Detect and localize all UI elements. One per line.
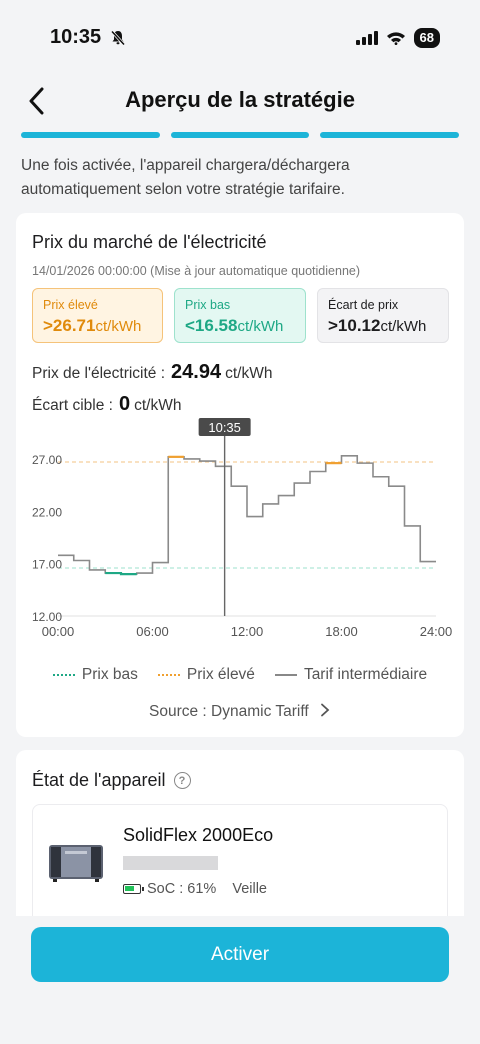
chevron-right-icon: [321, 703, 330, 717]
wifi-icon: [386, 32, 405, 45]
y-tick-label: 12.00: [32, 610, 62, 624]
bottom-bar: Activer: [0, 916, 480, 1044]
x-tick-label: 18:00: [325, 624, 358, 639]
low-price-box: Prix bas <16.58ct/kWh: [174, 288, 306, 343]
battery-indicator: 68: [413, 28, 440, 48]
market-title: Prix du marché de l'électricité: [32, 232, 267, 252]
device-soc: SoC : 61%: [147, 881, 217, 897]
current-price-unit: ct/kWh: [225, 365, 273, 382]
device-section-title: État de l'appareil ?: [32, 770, 191, 791]
device-item[interactable]: SolidFlex 2000Eco SoC : 61% Veille: [32, 804, 448, 934]
market-price-card: Prix du marché de l'électricité 14/01/20…: [16, 213, 464, 737]
device-image: [49, 845, 103, 882]
target-spread-unit: ct/kWh: [134, 397, 182, 414]
target-spread-label: Écart cible :: [32, 397, 113, 414]
legend-mid: Tarif intermédiaire: [274, 666, 427, 684]
signal-icon: [355, 31, 378, 45]
legend-high: Prix élevé: [157, 666, 255, 684]
current-time-badge: [198, 418, 251, 436]
device-status: SoC : 61% Veille: [123, 881, 267, 897]
high-price-value: >26.71ct/kWh: [43, 316, 142, 335]
step-3-indicator: [320, 132, 460, 138]
x-tick-label: 12:00: [231, 624, 264, 639]
target-spread-value: 0: [118, 393, 131, 415]
current-time-label: 10:35: [208, 420, 241, 435]
nav-bar: Aperçu de la stratégie: [0, 78, 480, 124]
market-date: 14/01/2026 00:00:00 (Mise à jour automat…: [32, 264, 361, 278]
step-1-indicator: [21, 132, 160, 138]
low-price-segment: [105, 571, 137, 576]
x-tick-label: 06:00: [136, 624, 169, 639]
y-tick-label: 27.00: [32, 453, 62, 467]
step-2-indicator: [170, 132, 310, 138]
current-price-value: 24.94: [171, 361, 222, 383]
activate-button[interactable]: Activer: [31, 927, 449, 982]
chart-legend: Prix bas Prix élevé Tarif intermédiaire: [16, 666, 464, 684]
device-serial-redacted: [123, 856, 218, 870]
price-series-line: [58, 455, 436, 575]
status-bar: 10:35 68: [0, 0, 480, 72]
legend-low: Prix bas: [52, 666, 138, 684]
x-tick-label: 24:00: [420, 624, 453, 639]
spread-price-label: Écart de prix: [328, 298, 399, 312]
x-tick-label: 00:00: [42, 624, 75, 639]
target-spread: Écart cible : 0 ct/kWh: [32, 393, 181, 416]
chevron-left-icon: [29, 87, 44, 115]
help-icon[interactable]: ?: [173, 772, 191, 789]
step-progress: [21, 132, 460, 138]
source-link[interactable]: Source : Dynamic Tariff: [16, 703, 464, 721]
high-price-label: Prix élevé: [43, 298, 98, 312]
current-price-label: Prix de l'électricité :: [32, 365, 166, 382]
low-price-label: Prix bas: [185, 298, 231, 312]
status-time: 10:35: [50, 26, 102, 48]
intro-text: Une fois activée, l'appareil chargera/dé…: [21, 157, 350, 198]
back-button[interactable]: [20, 84, 52, 118]
spread-price-box: Écart de prix >10.12ct/kWh: [317, 288, 449, 343]
price-chart[interactable]: 12.00 17.00 22.00 27.00 00:00 06:00 12:00 18:00…: [16, 418, 464, 658]
current-price: Prix de l'électricité : 24.94 ct/kWh: [32, 361, 272, 384]
device-name: SolidFlex 2000Eco: [123, 825, 274, 845]
high-price-box: Prix élevé >26.71ct/kWh: [32, 288, 163, 343]
low-price-value: <16.58ct/kWh: [185, 316, 284, 335]
device-status-card: État de l'appareil ? SolidFlex 2000Eco S…: [16, 750, 464, 934]
battery-icon: [123, 884, 144, 894]
bell-off-icon: [110, 30, 126, 46]
status-icons: 68: [355, 28, 440, 48]
device-state: Veille: [232, 881, 267, 897]
y-tick-label: 17.00: [32, 558, 62, 572]
y-tick-label: 22.00: [32, 505, 62, 519]
page-title: Aperçu de la stratégie: [125, 87, 355, 112]
spread-price-value: >10.12ct/kWh: [328, 316, 427, 335]
